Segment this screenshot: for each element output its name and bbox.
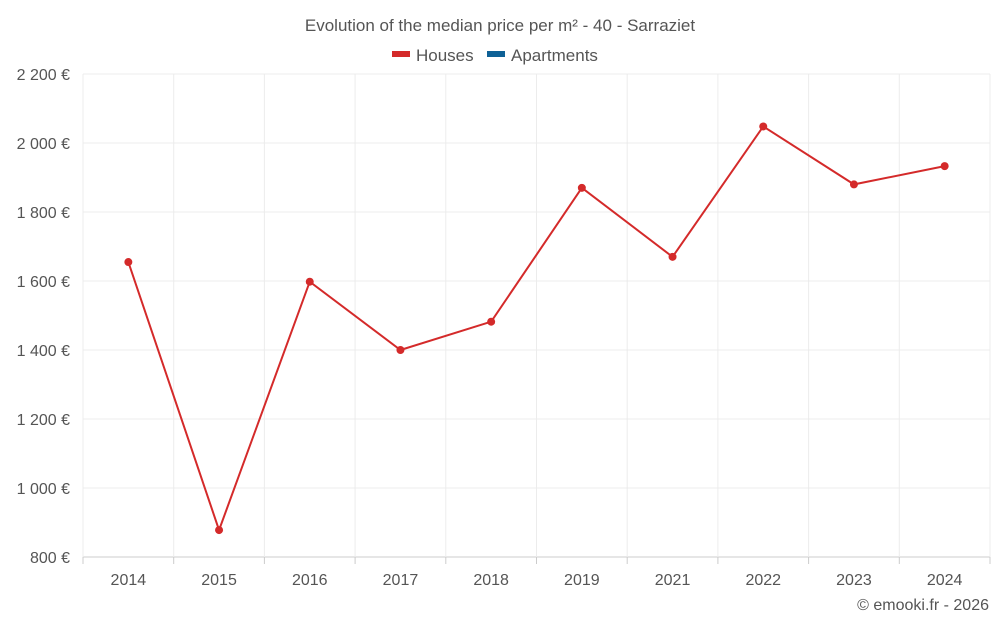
x-tick-label: 2017	[383, 572, 419, 589]
data-point[interactable]	[124, 258, 133, 267]
x-tick-label: 2023	[836, 572, 872, 589]
data-point[interactable]	[759, 122, 768, 131]
x-tick-label: 2024	[927, 572, 963, 589]
data-point[interactable]	[396, 346, 405, 354]
series-line-houses	[127, 125, 945, 534]
legend-label: Houses	[416, 46, 474, 65]
series-layer	[124, 122, 949, 535]
legend-swatch	[487, 51, 505, 57]
y-tick-label: 1 200 €	[17, 412, 70, 429]
y-axis: 800 € 1 000 € 1 200 € 1 400 € 1 600 € 1 800 €…	[17, 67, 70, 567]
x-tick-label: 2014	[111, 572, 147, 589]
legend-swatch	[392, 51, 410, 57]
credit: © emooki.fr - 2026	[857, 597, 989, 614]
grid	[82, 73, 991, 564]
data-point[interactable]	[577, 183, 586, 192]
x-tick-label: 2015	[201, 572, 237, 589]
data-point[interactable]	[487, 317, 496, 326]
y-tick-label: 2 000 €	[17, 136, 70, 153]
y-tick-label: 1 000 €	[17, 481, 70, 498]
y-tick-label: 1 800 €	[17, 205, 70, 222]
x-axis: 2014 2015 2016 2017 2018 2019 2021 2022 2023 2024	[111, 572, 963, 589]
data-point[interactable]	[849, 180, 858, 189]
x-tick-label: 2018	[473, 572, 509, 589]
legend-item-apartments[interactable]: Apartments	[487, 46, 598, 65]
y-tick-label: 1 600 €	[17, 274, 70, 291]
data-point[interactable]	[940, 162, 949, 171]
x-tick-label: 2021	[655, 572, 691, 589]
y-tick-label: 1 400 €	[17, 343, 70, 360]
legend-item-houses[interactable]: Houses	[392, 46, 474, 65]
y-tick-label: 800 €	[30, 550, 70, 567]
data-point[interactable]	[668, 252, 677, 261]
x-tick-label: 2022	[745, 572, 781, 589]
data-point[interactable]	[215, 526, 224, 535]
x-tick-label: 2019	[564, 572, 600, 589]
legend-label: Apartments	[511, 46, 598, 65]
chart-title: Evolution of the median price per m² - 4…	[305, 16, 696, 35]
legend: Houses Apartments	[392, 46, 598, 65]
y-tick-label: 2 200 €	[17, 67, 70, 84]
x-tick-label: 2016	[292, 572, 328, 589]
data-point[interactable]	[305, 277, 314, 286]
